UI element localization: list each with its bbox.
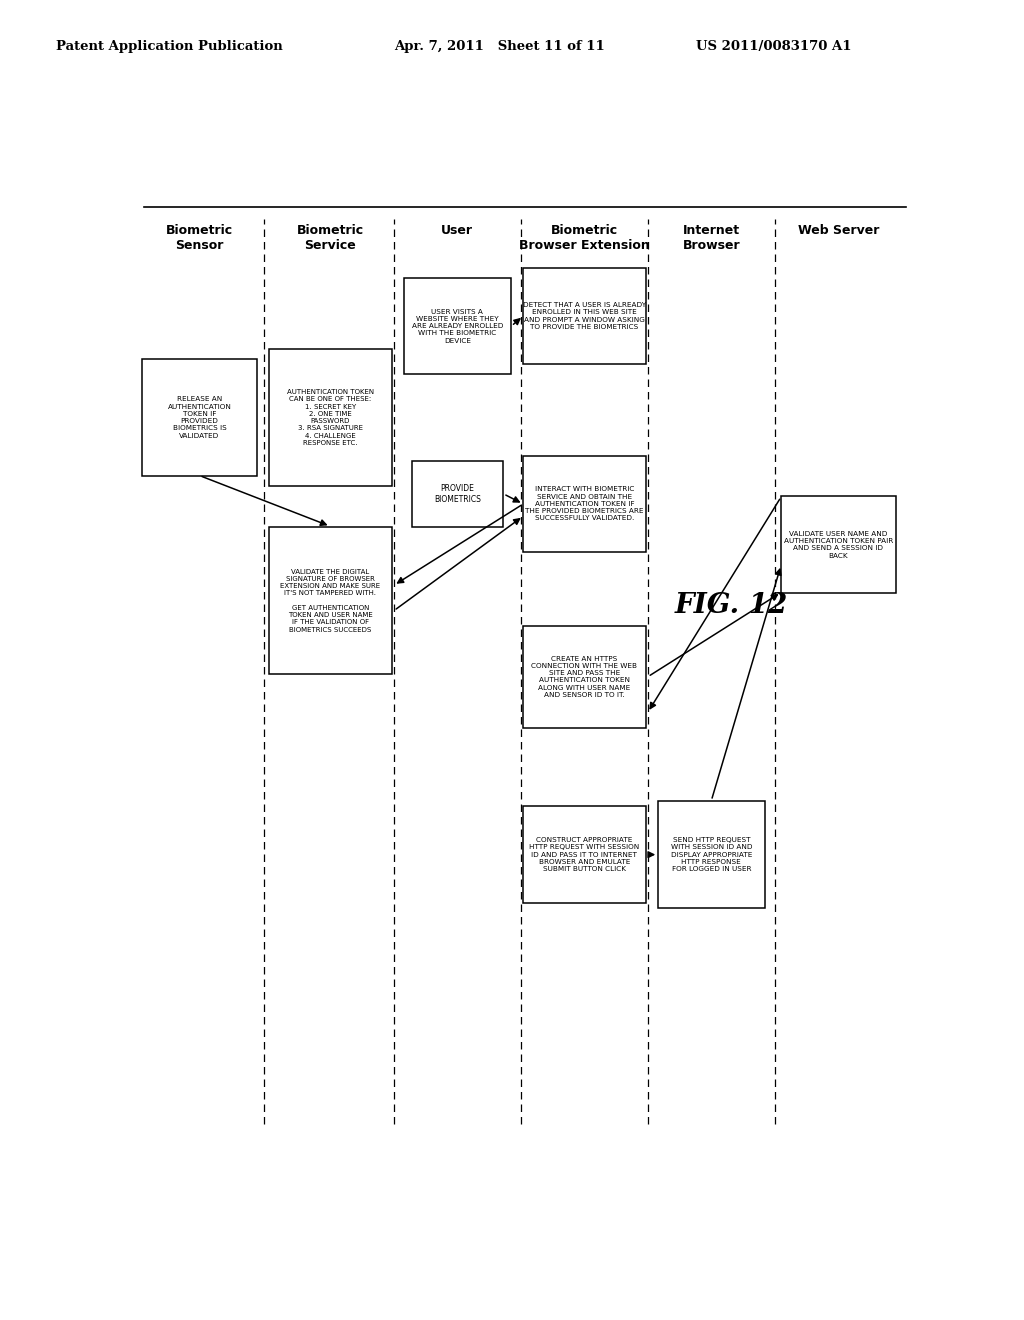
FancyBboxPatch shape (657, 801, 765, 908)
FancyBboxPatch shape (269, 348, 392, 486)
Text: SEND HTTP REQUEST
WITH SESSION ID AND
DISPLAY APPROPRIATE
HTTP RESPONSE
FOR LOGG: SEND HTTP REQUEST WITH SESSION ID AND DI… (671, 837, 752, 873)
FancyBboxPatch shape (403, 277, 511, 375)
FancyBboxPatch shape (523, 268, 646, 364)
FancyBboxPatch shape (523, 455, 646, 552)
Text: Biometric
Sensor: Biometric Sensor (166, 224, 233, 252)
Text: RELEASE AN
AUTHENTICATION
TOKEN IF
PROVIDED
BIOMETRICS IS
VALIDATED: RELEASE AN AUTHENTICATION TOKEN IF PROVI… (168, 396, 231, 438)
FancyBboxPatch shape (142, 359, 257, 477)
Text: AUTHENTICATION TOKEN
CAN BE ONE OF THESE:
1. SECRET KEY
2. ONE TIME
PASSWORD
3. : AUTHENTICATION TOKEN CAN BE ONE OF THESE… (287, 389, 374, 446)
FancyBboxPatch shape (523, 807, 646, 903)
Text: VALIDATE THE DIGITAL
SIGNATURE OF BROWSER
EXTENSION AND MAKE SURE
IT'S NOT TAMPE: VALIDATE THE DIGITAL SIGNATURE OF BROWSE… (281, 569, 381, 632)
Text: FIG. 12: FIG. 12 (675, 593, 787, 619)
Text: DETECT THAT A USER IS ALREADY
ENROLLED IN THIS WEB SITE
AND PROMPT A WINDOW ASKI: DETECT THAT A USER IS ALREADY ENROLLED I… (523, 302, 646, 330)
Text: Internet
Browser: Internet Browser (682, 224, 740, 252)
FancyBboxPatch shape (523, 626, 646, 727)
Text: Biometric
Service: Biometric Service (297, 224, 364, 252)
Text: CREATE AN HTTPS
CONNECTION WITH THE WEB
SITE AND PASS THE
AUTHENTICATION TOKEN
A: CREATE AN HTTPS CONNECTION WITH THE WEB … (531, 656, 637, 698)
Text: Apr. 7, 2011   Sheet 11 of 11: Apr. 7, 2011 Sheet 11 of 11 (394, 40, 605, 53)
Text: Web Server: Web Server (798, 224, 879, 238)
Text: US 2011/0083170 A1: US 2011/0083170 A1 (696, 40, 852, 53)
FancyBboxPatch shape (412, 461, 503, 527)
Text: INTERACT WITH BIOMETRIC
SERVICE AND OBTAIN THE
AUTHENTICATION TOKEN IF
THE PROVI: INTERACT WITH BIOMETRIC SERVICE AND OBTA… (525, 487, 643, 521)
Text: Biometric
Browser Extension: Biometric Browser Extension (519, 224, 649, 252)
Text: CONSTRUCT APPROPRIATE
HTTP REQUEST WITH SESSION
ID AND PASS IT TO INTERNET
BROWS: CONSTRUCT APPROPRIATE HTTP REQUEST WITH … (529, 837, 639, 873)
Text: USER VISITS A
WEBSITE WHERE THEY
ARE ALREADY ENROLLED
WITH THE BIOMETRIC
DEVICE: USER VISITS A WEBSITE WHERE THEY ARE ALR… (412, 309, 503, 343)
Text: VALIDATE USER NAME AND
AUTHENTICATION TOKEN PAIR
AND SEND A SESSION ID
BACK: VALIDATE USER NAME AND AUTHENTICATION TO… (783, 531, 893, 558)
Text: Patent Application Publication: Patent Application Publication (56, 40, 283, 53)
FancyBboxPatch shape (780, 496, 896, 593)
FancyBboxPatch shape (269, 527, 392, 675)
Text: User: User (441, 224, 473, 238)
Text: PROVIDE
BIOMETRICS: PROVIDE BIOMETRICS (434, 484, 481, 504)
